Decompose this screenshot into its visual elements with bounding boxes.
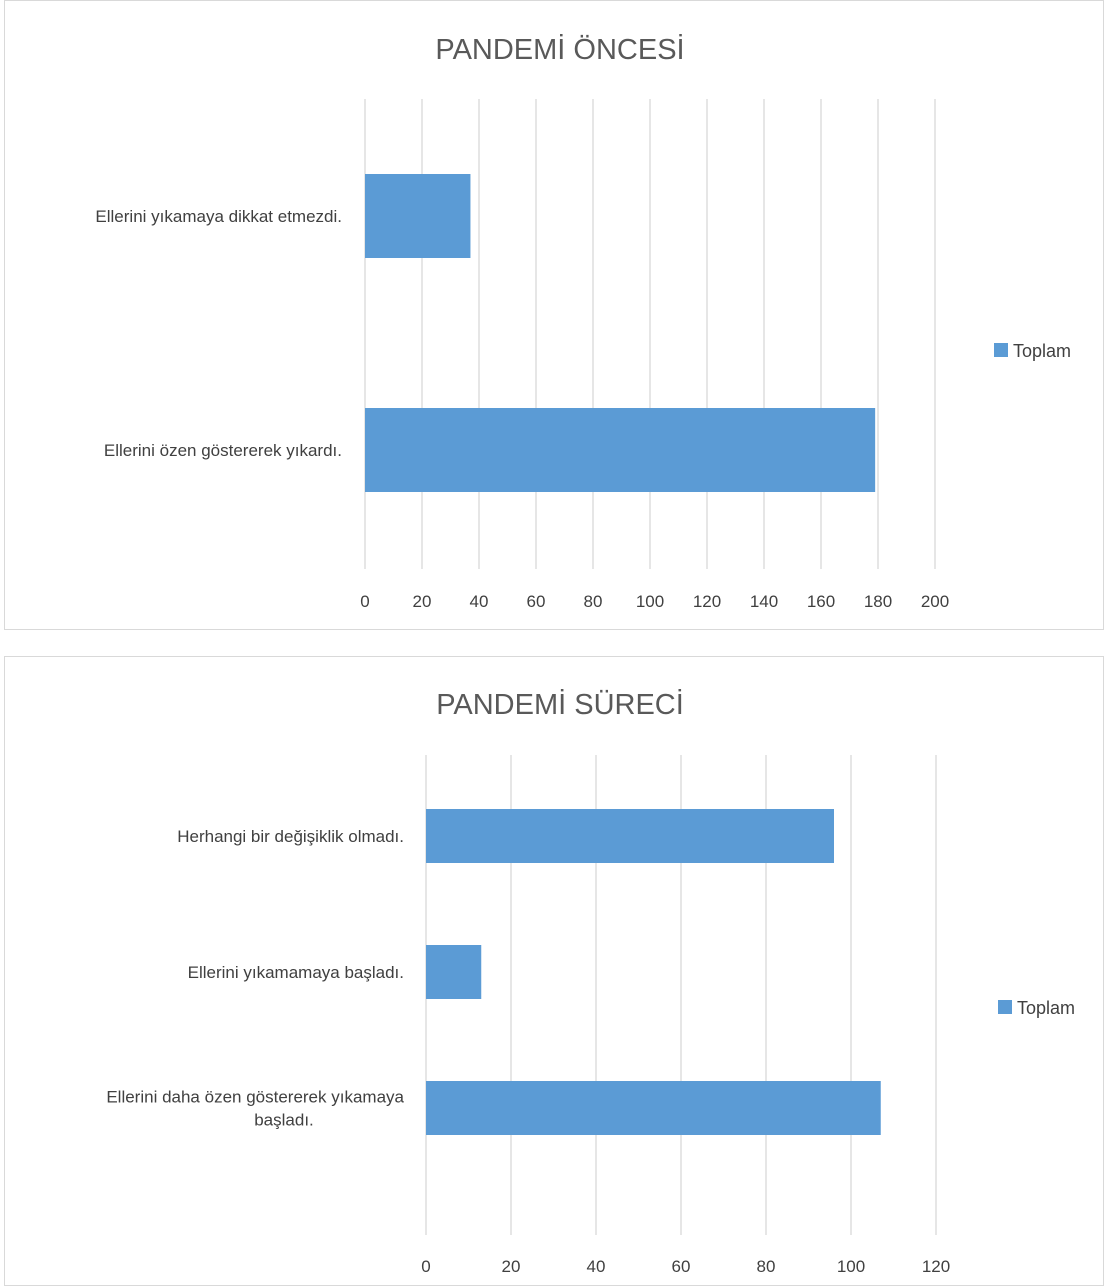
x-tick-label: 100 (636, 592, 664, 611)
x-tick-label: 180 (864, 592, 892, 611)
x-tick-label: 100 (837, 1257, 865, 1276)
bar (365, 174, 471, 258)
legend-swatch (994, 343, 1008, 357)
chart-pandemi-sureci-svg: PANDEMİ SÜRECİ Herhangi bir değişiklik o… (106, 688, 1075, 1276)
x-tick-label: 40 (587, 1257, 606, 1276)
chart-pandemi-sureci: PANDEMİ SÜRECİ Herhangi bir değişiklik o… (4, 656, 1104, 1286)
bar (426, 809, 834, 863)
x-tick-label: 140 (750, 592, 778, 611)
x-tick-label: 120 (693, 592, 721, 611)
legend: Toplam (994, 341, 1071, 361)
x-tick-label: 60 (672, 1257, 691, 1276)
bar (426, 945, 482, 999)
y-category-label: Ellerini yıkamaya dikkat etmezdi. (95, 207, 342, 226)
y-category-label: Herhangi bir değişiklik olmadı. (177, 827, 404, 846)
chart-pandemi-oncesi-svg: PANDEMİ ÖNCESİ Ellerini yıkamaya dikkat … (95, 33, 1071, 611)
chart-title: PANDEMİ SÜRECİ (436, 688, 684, 721)
x-tick-label: 200 (921, 592, 949, 611)
legend-label: Toplam (1013, 341, 1071, 361)
x-tick-label: 20 (502, 1257, 521, 1276)
x-tick-label: 0 (421, 1257, 430, 1276)
y-category-label: Ellerini daha özen göstererek yıkamaya ba… (106, 1088, 404, 1130)
x-tick-label: 60 (527, 592, 546, 611)
legend: Toplam (998, 998, 1075, 1018)
legend-label: Toplam (1017, 998, 1075, 1018)
chart-pandemi-oncesi: PANDEMİ ÖNCESİ Ellerini yıkamaya dikkat … (4, 0, 1104, 630)
x-tick-label: 20 (413, 592, 432, 611)
y-category-label: Ellerini özen göstererek yıkardı. (104, 441, 342, 460)
bar (365, 408, 876, 492)
chart-title: PANDEMİ ÖNCESİ (435, 33, 684, 66)
x-tick-label: 80 (584, 592, 603, 611)
x-tick-label: 120 (922, 1257, 950, 1276)
legend-swatch (998, 1000, 1012, 1014)
x-tick-label: 40 (470, 592, 489, 611)
x-tick-label: 160 (807, 592, 835, 611)
bar (426, 1081, 881, 1135)
y-category-label: Ellerini yıkamamaya başladı. (188, 963, 404, 982)
x-tick-label: 0 (360, 592, 369, 611)
x-tick-label: 80 (757, 1257, 776, 1276)
